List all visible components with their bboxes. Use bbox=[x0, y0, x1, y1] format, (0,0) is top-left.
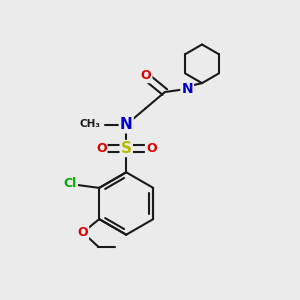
Text: O: O bbox=[96, 142, 106, 155]
Text: N: N bbox=[120, 117, 133, 132]
Text: O: O bbox=[146, 142, 157, 155]
Text: S: S bbox=[121, 141, 132, 156]
Text: CH₃: CH₃ bbox=[79, 119, 100, 129]
Text: O: O bbox=[77, 226, 88, 239]
Text: Cl: Cl bbox=[64, 177, 77, 190]
Text: O: O bbox=[141, 69, 152, 82]
Text: N: N bbox=[181, 82, 193, 96]
